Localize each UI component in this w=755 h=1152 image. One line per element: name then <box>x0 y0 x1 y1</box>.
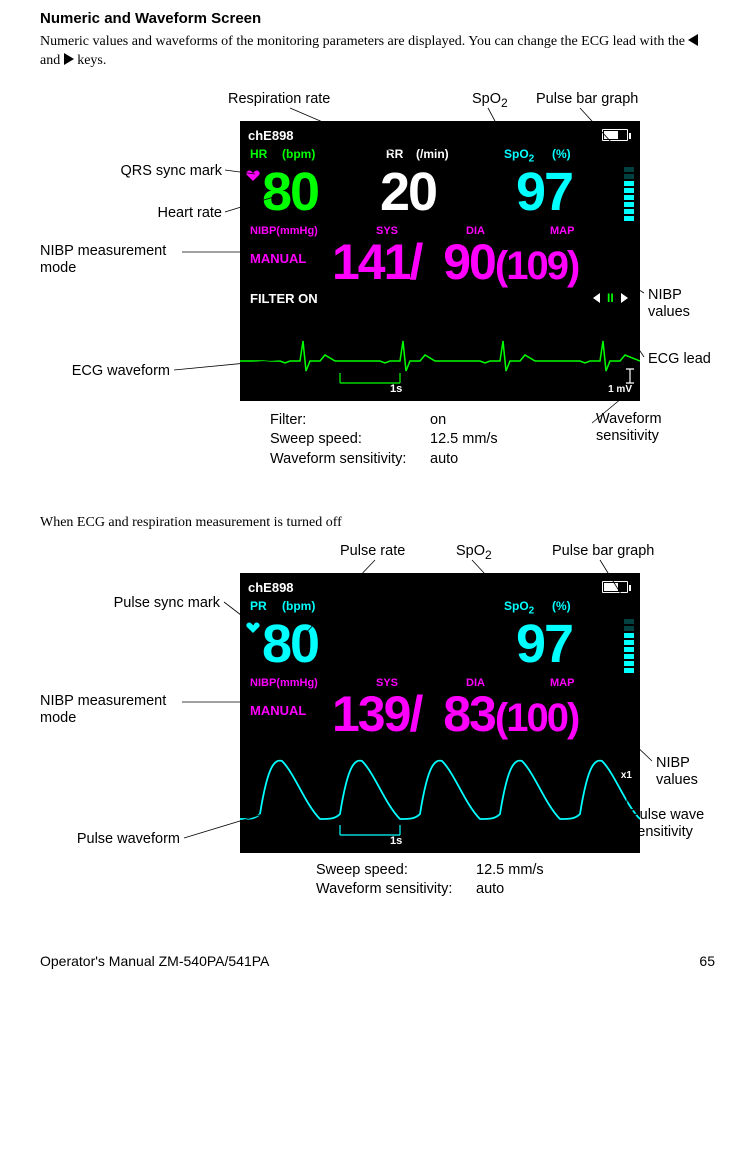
nibp-mode: MANUAL <box>250 251 306 266</box>
sweep-val: 12.5 mm/s <box>430 430 498 450</box>
sweep-val-2: 12.5 mm/s <box>476 861 544 881</box>
scale-label: 1s <box>390 383 402 395</box>
figure-2: chE898 PR (bpm) SpO2 (%) 80 97 NIBP(mmHg… <box>40 543 715 923</box>
callout-pulse-rate: Pulse rate <box>340 543 405 560</box>
nibp-mode-2: MANUAL <box>250 703 306 718</box>
callout-resp-rate: Respiration rate <box>228 91 330 108</box>
sensitivity-label-2: x1 <box>621 770 632 781</box>
callout-ecg-wave: ECG waveform <box>40 363 170 380</box>
rr-unit: (/min) <box>416 147 449 161</box>
settings-block-2: Sweep speed:12.5 mm/s Waveform sensitivi… <box>316 861 544 900</box>
sensitivity-label: 1 mV <box>608 384 632 395</box>
battery-icon <box>602 129 628 141</box>
callout-nibp-vals: NIBP values <box>648 287 715 322</box>
monitor-top-row: chE898 <box>248 127 632 145</box>
subheading: When ECG and respiration measurement is … <box>40 515 715 531</box>
callout-spo2: SpO2 <box>472 91 508 110</box>
ecg-waveform-area <box>240 311 640 391</box>
sens-val-2: auto <box>476 880 504 900</box>
rr-label: RR <box>386 147 403 161</box>
hr-label: HR <box>250 147 267 161</box>
intro-text: Numeric values and waveforms of the moni… <box>40 33 715 71</box>
filter-on-label: FILTER ON <box>250 291 318 306</box>
callout-pulse-sens: Pulse wave sensitivity <box>630 807 715 842</box>
qrs-heart-icon <box>246 169 260 181</box>
nibp-values-2: 139/ 83(100) <box>332 685 578 743</box>
spo2-unit: (%) <box>552 147 571 161</box>
sens-key-2: Waveform sensitivity: <box>316 880 476 900</box>
callout-nibp-mode-2: NIBP measurement mode <box>40 693 180 728</box>
footer-page-number: 65 <box>699 953 715 969</box>
sweep-key: Sweep speed: <box>270 430 430 450</box>
battery-icon-2 <box>602 581 628 593</box>
intro-c: keys. <box>77 53 106 68</box>
monitor-screen-2: chE898 PR (bpm) SpO2 (%) 80 97 NIBP(mmHg… <box>240 573 640 853</box>
section-title: Numeric and Waveform Screen <box>40 10 715 27</box>
bpm-label-2: (bpm) <box>282 599 315 613</box>
callout-pulse-sync: Pulse sync mark <box>60 595 220 612</box>
callout-nibp-vals-2: NIBP values <box>656 755 715 790</box>
pr-value: 80 <box>262 613 318 675</box>
model-label-2: chE898 <box>248 580 294 595</box>
callout-ecg-lead: ECG lead <box>648 351 711 368</box>
filter-val: on <box>430 411 446 431</box>
nibp-label: NIBP(mmHg) <box>250 225 318 237</box>
scale-label-2: 1s <box>390 835 402 847</box>
callout-hr: Heart rate <box>122 205 222 222</box>
intro-b: and <box>40 53 60 68</box>
filter-key: Filter: <box>270 411 430 431</box>
right-arrow-icon <box>621 293 628 303</box>
intro-a: Numeric values and waveforms of the moni… <box>40 34 685 49</box>
spo2-value: 97 <box>516 161 572 223</box>
monitor-screen-1: chE898 HR (bpm) RR (/min) SpO2 (%) 80 20… <box>240 121 640 401</box>
spo2-unit-2: (%) <box>552 599 571 613</box>
pulse-waveform-area <box>240 749 640 843</box>
sweep-key-2: Sweep speed: <box>316 861 476 881</box>
callout-pulse-bar-2: Pulse bar graph <box>552 543 654 560</box>
page-footer: Operator's Manual ZM-540PA/541PA 65 <box>40 953 715 969</box>
left-arrow-icon <box>593 293 600 303</box>
callout-spo2-2: SpO2 <box>456 543 492 562</box>
hr-value: 80 <box>262 161 318 223</box>
callout-nibp-mode: NIBP measurement mode <box>40 243 180 278</box>
footer-left: Operator's Manual ZM-540PA/541PA <box>40 953 269 969</box>
pr-label: PR <box>250 599 267 613</box>
settings-block-1: Filter:on Sweep speed:12.5 mm/s Waveform… <box>270 411 498 470</box>
left-triangle-icon <box>688 34 698 46</box>
nibp-label-2: NIBP(mmHg) <box>250 677 318 689</box>
pulse-heart-icon <box>246 621 260 633</box>
callout-wave-sens: Waveform sensitivity <box>596 411 715 446</box>
right-triangle-icon <box>64 53 74 65</box>
rr-value: 20 <box>380 161 436 223</box>
sens-val: auto <box>430 450 458 470</box>
monitor-top-row-2: chE898 <box>248 579 632 597</box>
callout-pulse-bar: Pulse bar graph <box>536 91 638 108</box>
bpm-label: (bpm) <box>282 147 315 161</box>
spo2-value-2: 97 <box>516 613 572 675</box>
pulse-bar-graph <box>624 157 634 221</box>
ecg-lead-indicator: II <box>593 291 628 305</box>
nibp-values: 141/ 90(109) <box>332 233 578 291</box>
pulse-bar-graph-2 <box>624 609 634 673</box>
figure-1: chE898 HR (bpm) RR (/min) SpO2 (%) 80 20… <box>40 91 715 491</box>
callout-qrs: QRS sync mark <box>92 163 222 180</box>
model-label: chE898 <box>248 128 294 143</box>
sens-key: Waveform sensitivity: <box>270 450 430 470</box>
callout-pulse-wave: Pulse waveform <box>40 831 180 848</box>
